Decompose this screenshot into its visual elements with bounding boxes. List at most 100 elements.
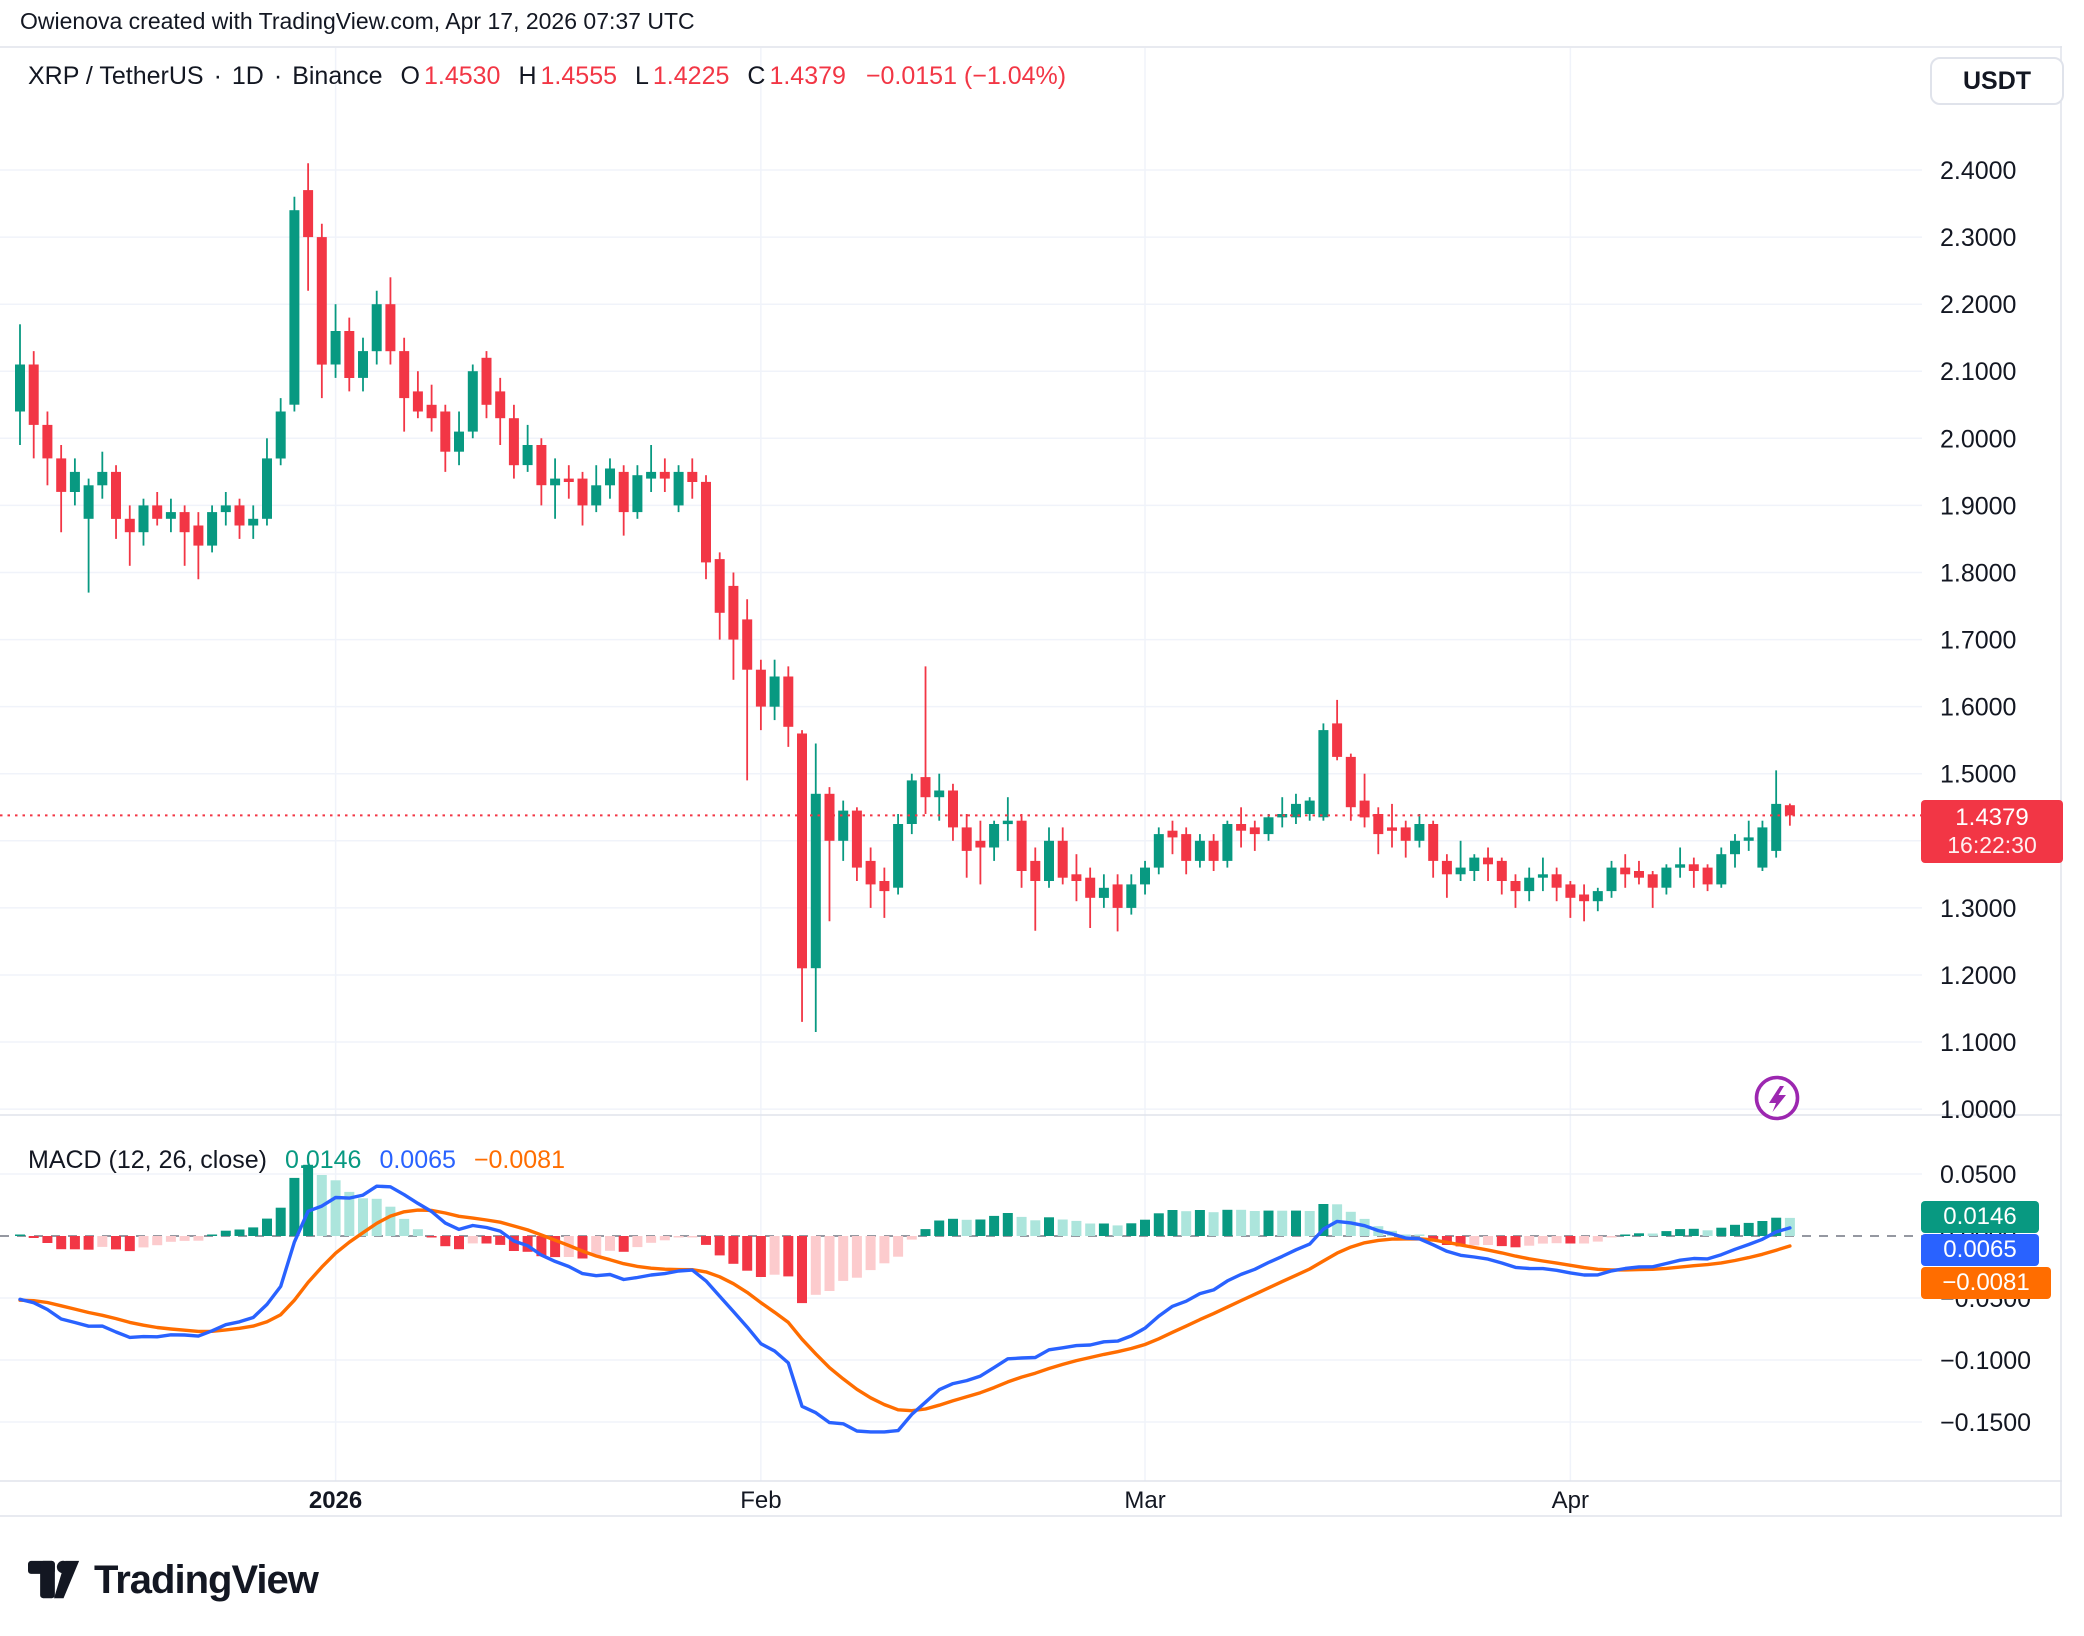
candle-body <box>124 518 135 533</box>
candle-body <box>1469 857 1480 871</box>
macd-title[interactable]: MACD (12, 26, close) <box>28 1146 267 1174</box>
candle-body <box>1236 824 1247 831</box>
candle-body <box>1373 814 1384 835</box>
macd-histogram-bar <box>1400 1234 1411 1236</box>
candle-body <box>1496 860 1507 881</box>
macd-histogram-bar <box>920 1229 931 1236</box>
macd-histogram-bar <box>934 1220 945 1236</box>
symbol-title[interactable]: XRP / TetherUS <box>28 62 204 90</box>
macd-histogram-bar <box>1140 1219 1150 1236</box>
candle-body <box>467 371 478 432</box>
candle-body <box>179 512 190 533</box>
macd-histogram-bar <box>412 1229 423 1236</box>
candle-body <box>152 505 163 519</box>
candle-body <box>1222 824 1233 861</box>
exchange-label[interactable]: Binance <box>292 62 383 90</box>
macd-histogram-bar <box>440 1236 451 1247</box>
candle-body <box>659 471 670 479</box>
macd-histogram-bar <box>1688 1228 1699 1236</box>
candle-body <box>220 505 231 513</box>
currency-toggle-button[interactable]: USDT <box>1930 57 2064 105</box>
change-value: −0.0151 (−1.04%) <box>865 62 1067 90</box>
attribution-text: Owienova created with TradingView.com, A… <box>20 8 695 34</box>
lightning-bolt-icon <box>1769 1086 1786 1112</box>
macd-histogram-bar <box>275 1207 286 1236</box>
candle-body <box>1126 884 1137 908</box>
candle-body <box>1140 867 1150 885</box>
candle-body <box>262 458 272 519</box>
candle-body <box>783 676 794 727</box>
open-label: O <box>400 62 420 90</box>
macd-histogram-bar <box>56 1236 67 1250</box>
macd-histogram-bar <box>1771 1217 1782 1236</box>
macd-histogram-bar <box>1153 1213 1164 1236</box>
candle-body <box>330 331 341 365</box>
candle-body <box>1620 867 1631 875</box>
candle-body <box>399 351 410 399</box>
legend-separator: · <box>213 62 222 90</box>
macd-histogram-bar <box>1579 1236 1590 1244</box>
macd-histogram-bar <box>1634 1233 1644 1236</box>
macd-legend[interactable]: MACD (12, 26, close) 0.0146 0.0065 −0.00… <box>28 1146 565 1175</box>
macd-histogram-bar <box>1675 1229 1686 1236</box>
macd-histogram-bar <box>1249 1211 1260 1236</box>
candle-body <box>1030 860 1041 881</box>
macd-histogram-bar <box>1551 1236 1562 1244</box>
candle-body <box>1606 867 1617 892</box>
candle-body <box>1098 887 1109 898</box>
price-axis-label: 1.2000 <box>1940 962 2016 990</box>
time-axis[interactable] <box>0 1481 2062 1516</box>
macd-histogram-bar <box>851 1236 862 1278</box>
candle-body <box>344 331 355 378</box>
macd-histogram-bar <box>454 1236 464 1250</box>
macd-histogram-bar <box>330 1180 341 1236</box>
candle-body <box>1730 840 1740 855</box>
candle-body <box>371 304 382 352</box>
macd-histogram-bar <box>152 1236 163 1246</box>
candle-body <box>1249 827 1260 835</box>
macd-histogram-bar <box>948 1218 958 1236</box>
candle-body <box>1400 827 1411 841</box>
interval-label[interactable]: 1D <box>231 62 264 90</box>
macd-histogram-bar <box>1002 1213 1013 1236</box>
macd-histogram-bar <box>495 1236 506 1245</box>
candle-body <box>879 881 890 892</box>
tradingview-logo[interactable]: TradingView <box>28 1556 319 1604</box>
macd-histogram-bar <box>865 1236 876 1271</box>
candle-body <box>920 777 931 798</box>
candle-body <box>1757 827 1768 868</box>
macd-histogram-bar <box>1743 1222 1754 1236</box>
candle-body <box>1634 871 1644 878</box>
close-label: C <box>747 62 766 90</box>
candle-body <box>234 505 245 526</box>
candle-body <box>1044 840 1054 881</box>
macd-histogram-bar <box>591 1236 602 1256</box>
candle-body <box>838 810 849 841</box>
price-axis-label: 1.9000 <box>1940 492 2016 520</box>
macd-histogram-bar <box>248 1227 259 1236</box>
candle-body <box>714 559 725 613</box>
candle-body <box>906 780 917 824</box>
candle-body <box>303 190 314 238</box>
macd-histogram-bar <box>303 1164 314 1236</box>
macd-histogram-bar <box>701 1236 711 1245</box>
price-axis-label: 2.4000 <box>1940 157 2016 185</box>
chart-canvas[interactable]: 2.4000 2.3000 2.2000 2.1000 2.0000 1.9000 1.80… <box>0 46 2062 1520</box>
candle-body <box>97 471 108 486</box>
tradingview-wordmark: TradingView <box>94 1557 319 1602</box>
flash-publish-button[interactable] <box>1749 1070 1805 1126</box>
macd-histogram-bar <box>989 1215 1000 1236</box>
legend-separator: · <box>273 62 283 90</box>
macd-histogram-bar <box>605 1236 615 1251</box>
macd-histogram-bar <box>742 1236 753 1271</box>
candle-body <box>1483 857 1493 865</box>
macd-histogram-bar <box>838 1236 849 1281</box>
candle-body <box>1716 854 1727 885</box>
candle-body <box>28 364 39 425</box>
macd-histogram-bar <box>1263 1210 1274 1236</box>
macd-axis-label: −0.1000 <box>1940 1347 2031 1375</box>
macd-histogram-bar <box>769 1236 780 1275</box>
macd-axis-label: 0.0500 <box>1940 1161 2016 1189</box>
macd-histogram-bar <box>1167 1210 1178 1236</box>
